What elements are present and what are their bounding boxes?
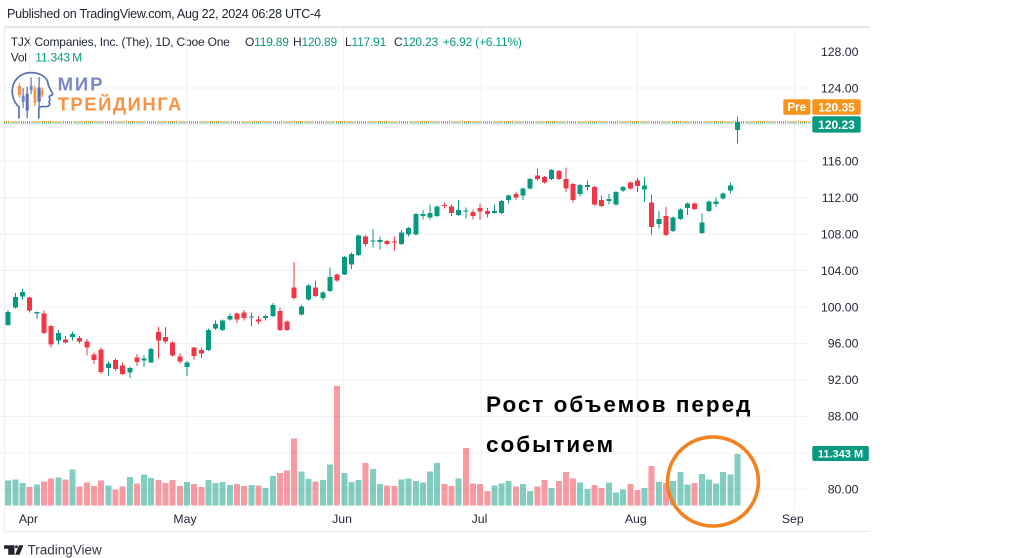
- svg-text:104.00: 104.00: [821, 264, 859, 278]
- svg-text:ТРЕЙДИНГА: ТРЕЙДИНГА: [58, 94, 183, 115]
- svg-text:11.343 M: 11.343 M: [818, 449, 863, 461]
- svg-text:+6.92 (+6.11%): +6.92 (+6.11%): [443, 35, 522, 49]
- svg-text:O119.89: O119.89: [245, 35, 289, 49]
- svg-text:120.23: 120.23: [818, 118, 855, 132]
- svg-text:МИР: МИР: [58, 74, 105, 95]
- svg-text:11.343 M: 11.343 M: [35, 50, 82, 64]
- svg-text:Jun: Jun: [332, 512, 352, 526]
- svg-text:TJX Companies, Inc. (The), 1D,: TJX Companies, Inc. (The), 1D, Cboe One: [11, 35, 230, 49]
- svg-text:Jul: Jul: [472, 512, 488, 526]
- svg-text:116.00: 116.00: [822, 155, 859, 169]
- svg-text:80.00: 80.00: [828, 483, 859, 497]
- svg-text:120.35: 120.35: [818, 100, 855, 114]
- svg-text:112.00: 112.00: [822, 191, 859, 205]
- svg-text:C120.23: C120.23: [394, 35, 438, 49]
- svg-text:Рост объемов перед: Рост объемов перед: [486, 392, 752, 417]
- svg-text:96.00: 96.00: [828, 337, 859, 351]
- svg-text:88.00: 88.00: [828, 410, 859, 424]
- svg-text:L117.91: L117.91: [345, 35, 387, 49]
- svg-text:92.00: 92.00: [828, 373, 859, 387]
- svg-text:May: May: [173, 512, 197, 526]
- svg-text:108.00: 108.00: [821, 227, 859, 241]
- svg-text:128.00: 128.00: [821, 45, 859, 59]
- svg-text:Vol: Vol: [11, 50, 27, 64]
- svg-text:H120.89: H120.89: [293, 35, 337, 49]
- svg-text:Sep: Sep: [782, 512, 804, 526]
- svg-text:100.00: 100.00: [821, 300, 859, 314]
- svg-text:124.00: 124.00: [821, 82, 859, 96]
- svg-text:TradingView: TradingView: [28, 543, 103, 558]
- svg-text:Pre: Pre: [788, 102, 807, 114]
- svg-text:Apr: Apr: [19, 512, 38, 526]
- svg-text:Aug: Aug: [625, 512, 647, 526]
- svg-text:событием: событием: [486, 432, 615, 457]
